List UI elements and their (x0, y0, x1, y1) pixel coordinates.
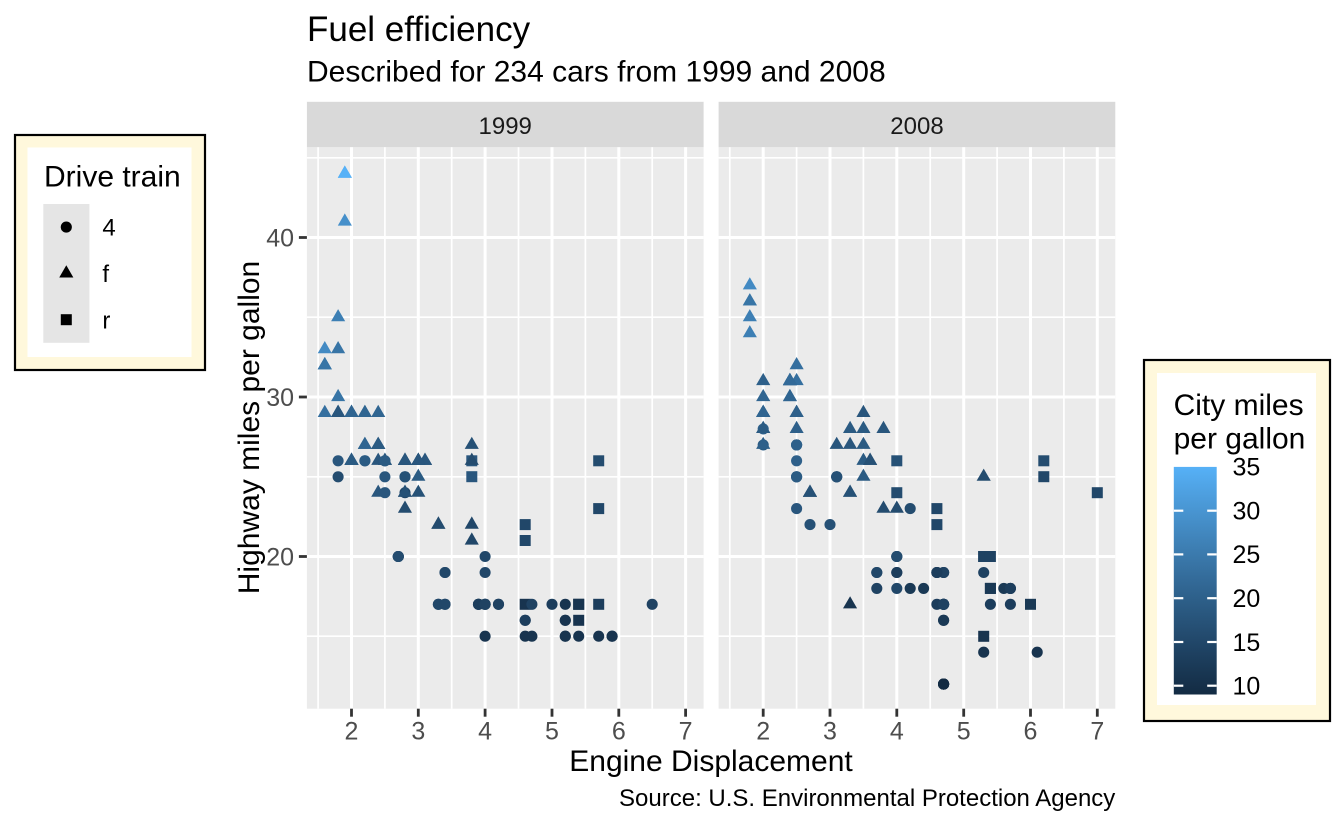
svg-text:5: 5 (957, 718, 971, 746)
svg-text:5: 5 (545, 718, 559, 746)
svg-text:30: 30 (266, 384, 294, 412)
svg-text:30: 30 (1233, 498, 1261, 526)
svg-text:Source: U.S. Environmental Pro: Source: U.S. Environmental Protection Ag… (619, 785, 1115, 812)
svg-text:Highway miles per gallon: Highway miles per gallon (233, 261, 266, 595)
svg-text:7: 7 (679, 718, 693, 746)
svg-text:per gallon: per gallon (1174, 422, 1306, 455)
svg-text:15: 15 (1233, 629, 1261, 657)
svg-text:Drive train: Drive train (44, 160, 181, 193)
svg-text:7: 7 (1090, 718, 1104, 746)
svg-text:4: 4 (890, 718, 904, 746)
svg-text:Described for 234 cars from 19: Described for 234 cars from 1999 and 200… (307, 55, 886, 88)
svg-text:4: 4 (102, 215, 115, 242)
svg-text:35: 35 (1233, 454, 1261, 482)
svg-text:20: 20 (1233, 585, 1261, 613)
svg-text:3: 3 (823, 718, 837, 746)
svg-text:4: 4 (478, 718, 492, 746)
svg-text:Engine Displacement: Engine Displacement (569, 745, 853, 778)
svg-text:40: 40 (266, 224, 294, 252)
svg-text:r: r (102, 307, 110, 334)
svg-text:6: 6 (1024, 718, 1038, 746)
svg-text:10: 10 (1233, 673, 1261, 701)
svg-text:2: 2 (756, 718, 770, 746)
svg-text:f: f (102, 261, 109, 288)
svg-text:25: 25 (1233, 541, 1261, 569)
svg-text:2008: 2008 (890, 113, 943, 140)
svg-text:2: 2 (345, 718, 359, 746)
svg-text:1999: 1999 (479, 113, 532, 140)
svg-text:20: 20 (266, 543, 294, 571)
svg-text:3: 3 (411, 718, 425, 746)
svg-text:City miles: City miles (1174, 389, 1304, 422)
svg-text:6: 6 (612, 718, 626, 746)
svg-text:Fuel efficiency: Fuel efficiency (307, 10, 531, 49)
